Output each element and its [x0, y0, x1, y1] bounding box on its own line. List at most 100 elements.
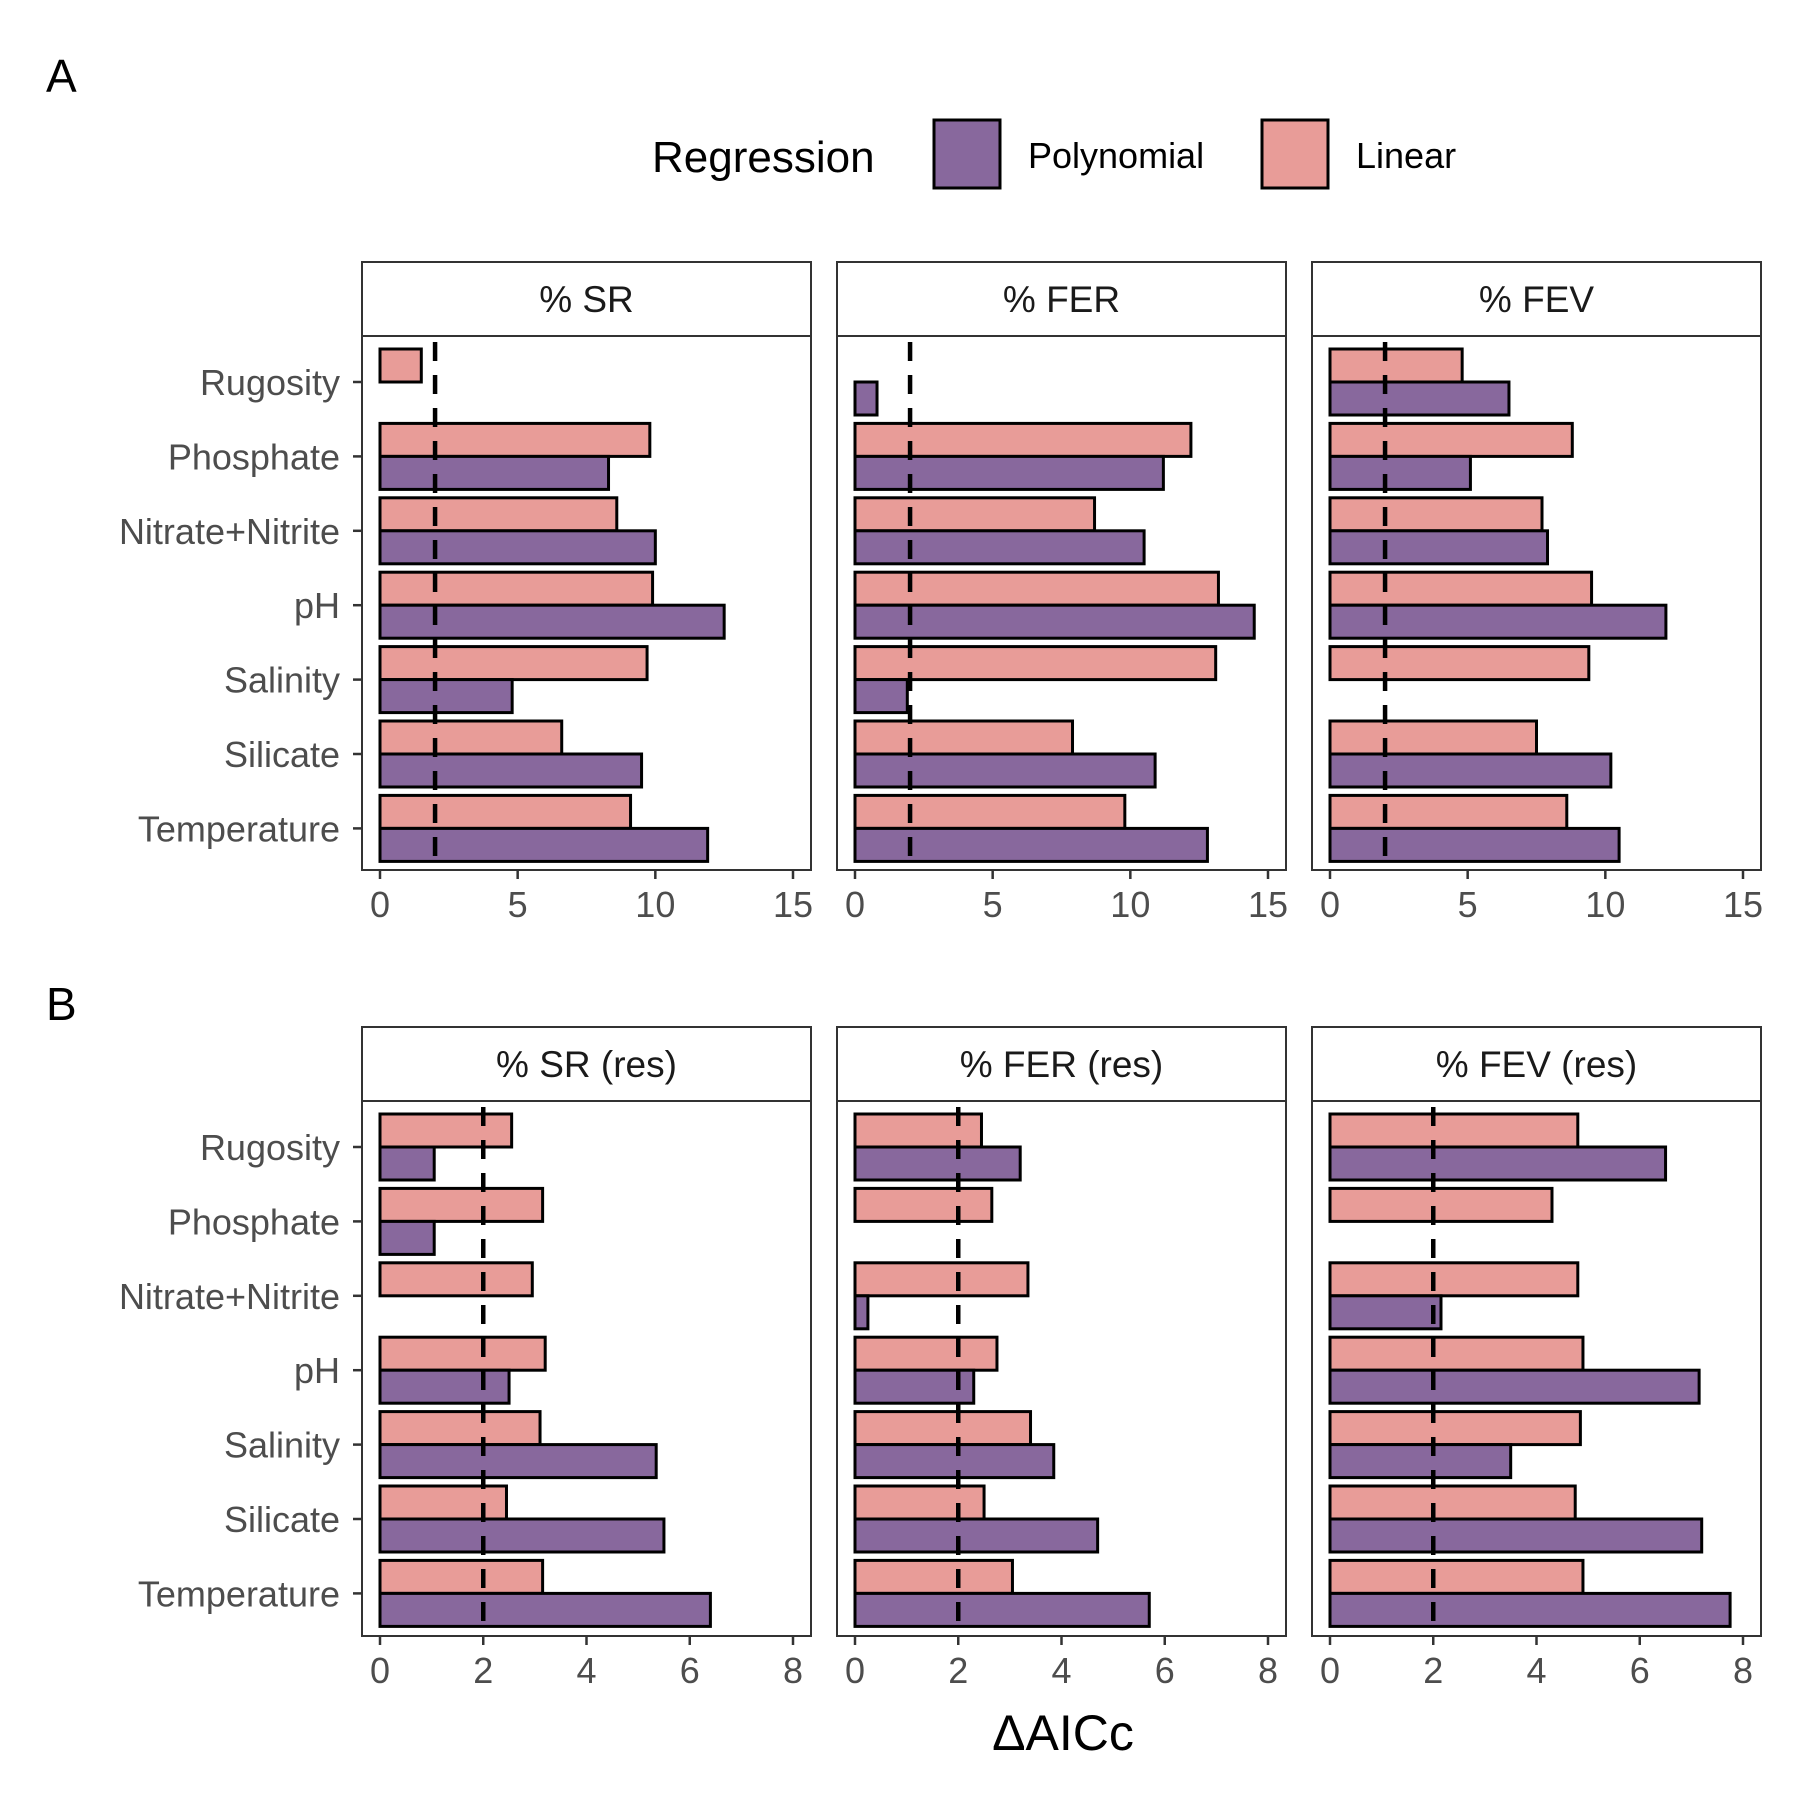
bar-linear-temperature	[853, 793, 1127, 830]
bar-linear-silicate	[1328, 719, 1538, 756]
bar-polynomial-rugosity	[378, 1145, 436, 1182]
bar-polynomial-salinity	[378, 1443, 658, 1480]
bar-linear-ph	[853, 1335, 999, 1372]
bar-linear-salinity	[1328, 1410, 1582, 1447]
bar-polynomial-phosphate	[1328, 454, 1472, 491]
category-label-ph: pH	[294, 585, 340, 626]
bar-linear-rugosity	[1328, 1112, 1580, 1149]
bar-linear-temperature	[378, 1558, 545, 1595]
bar-linear-nitrate-plus-nitrite	[853, 1261, 1030, 1298]
bar-polynomial-rugosity	[853, 380, 879, 417]
facet-pct-sr: % SR 0 5 10 15 Rugosity Phosphate Nitrate+Nitri…	[119, 261, 813, 925]
bar-linear-rugosity	[1328, 347, 1464, 384]
bar-polynomial-nitrate-plus-nitrite	[853, 529, 1146, 566]
x-tick-label: 8	[783, 1650, 803, 1691]
bar-polynomial-nitrate-plus-nitrite	[1328, 1294, 1443, 1331]
x-tick-label: 6	[1630, 1650, 1650, 1691]
bar-linear-temperature	[1328, 1558, 1585, 1595]
bar-polynomial-silicate	[853, 1517, 1100, 1554]
bar-polynomial-temperature	[1328, 1591, 1732, 1628]
facet-title: % FEV (res)	[1436, 1044, 1637, 1085]
facet-title: % FEV	[1479, 279, 1594, 320]
bar-polynomial-ph	[378, 1368, 511, 1405]
facet-strip	[361, 1026, 812, 1102]
facet-strip	[1311, 1026, 1762, 1102]
bar-linear-ph	[378, 570, 655, 607]
bar-polynomial-rugosity	[1328, 1145, 1668, 1182]
bar-linear-phosphate	[1328, 1186, 1554, 1223]
bar-linear-nitrate-plus-nitrite	[1328, 496, 1544, 533]
x-tick-label: 10	[1585, 884, 1625, 925]
x-tick-label: 0	[370, 884, 390, 925]
x-tick-label: 4	[1526, 1650, 1546, 1691]
bar-linear-ph	[1328, 570, 1594, 607]
bar-linear-rugosity	[378, 347, 423, 384]
facet-panel-border	[361, 335, 812, 871]
facet-strip	[836, 261, 1287, 337]
category-label-silicate: Silicate	[224, 1499, 340, 1540]
bar-linear-nitrate-plus-nitrite	[1328, 1261, 1580, 1298]
facet-title: % SR (res)	[496, 1044, 677, 1085]
x-tick-label: 2	[948, 1650, 968, 1691]
facet-title: % SR	[539, 279, 634, 320]
bar-linear-silicate	[853, 1484, 986, 1521]
category-label-ph: pH	[294, 1350, 340, 1391]
bar-polynomial-silicate	[378, 1517, 666, 1554]
x-tick-label: 6	[1155, 1650, 1175, 1691]
bar-linear-phosphate	[378, 1186, 545, 1223]
legend-label-polynomial: Polynomial	[1028, 135, 1204, 176]
bar-polynomial-nitrate-plus-nitrite	[853, 1294, 870, 1331]
legend-key-polynomial	[932, 118, 1002, 190]
bar-polynomial-ph	[1328, 603, 1668, 640]
facet-title: % FER	[1003, 279, 1120, 320]
category-label-temperature: Temperature	[138, 808, 340, 849]
legend: Regression Polynomial Linear	[652, 118, 1456, 190]
bar-polynomial-rugosity	[1328, 380, 1511, 417]
bar-polynomial-temperature	[853, 1591, 1151, 1628]
x-tick-label: 4	[576, 1650, 596, 1691]
bar-polynomial-salinity	[1328, 1443, 1513, 1480]
category-label-rugosity: Rugosity	[200, 1127, 340, 1168]
x-tick-label: 0	[845, 884, 865, 925]
bar-linear-phosphate	[853, 421, 1193, 458]
bar-polynomial-salinity	[853, 678, 909, 715]
bar-linear-silicate	[853, 719, 1075, 756]
bar-linear-rugosity	[853, 1112, 983, 1149]
facet-panel-border	[1311, 335, 1762, 871]
bar-linear-phosphate	[378, 421, 652, 458]
bar-linear-temperature	[853, 1558, 1014, 1595]
facet-pct-fer-res: % FER (res) 0 2 4 6 8	[836, 1026, 1287, 1691]
x-tick-label: 15	[773, 884, 813, 925]
bar-linear-nitrate-plus-nitrite	[378, 1261, 534, 1298]
facet-strip	[361, 261, 812, 337]
bar-linear-temperature	[1328, 793, 1569, 830]
bar-linear-silicate	[378, 1484, 508, 1521]
x-tick-label: 0	[1320, 884, 1340, 925]
category-label-silicate: Silicate	[224, 734, 340, 775]
bar-polynomial-silicate	[1328, 1517, 1704, 1554]
bar-polynomial-ph	[853, 603, 1256, 640]
bar-linear-ph	[378, 1335, 547, 1372]
bar-linear-salinity	[378, 1410, 542, 1447]
bar-linear-silicate	[378, 719, 564, 756]
x-tick-label: 2	[1423, 1650, 1443, 1691]
bar-linear-phosphate	[1328, 421, 1574, 458]
facet-strip	[836, 1026, 1287, 1102]
x-tick-label: 0	[845, 1650, 865, 1691]
x-tick-label: 15	[1248, 884, 1288, 925]
bar-polynomial-temperature	[853, 826, 1209, 863]
bar-linear-salinity	[378, 645, 649, 682]
bar-polynomial-temperature	[1328, 826, 1621, 863]
bar-polynomial-nitrate-plus-nitrite	[378, 529, 657, 566]
bar-linear-nitrate-plus-nitrite	[378, 496, 619, 533]
x-tick-label: 5	[1458, 884, 1478, 925]
bar-linear-rugosity	[378, 1112, 514, 1149]
panel-letter-a: A	[46, 50, 77, 102]
bar-linear-nitrate-plus-nitrite	[853, 496, 1097, 533]
bar-polynomial-temperature	[378, 826, 710, 863]
bar-linear-ph	[1328, 1335, 1585, 1372]
x-tick-label: 10	[635, 884, 675, 925]
bar-polynomial-ph	[853, 1368, 976, 1405]
bar-linear-salinity	[1328, 645, 1591, 682]
bar-polynomial-salinity	[378, 678, 514, 715]
